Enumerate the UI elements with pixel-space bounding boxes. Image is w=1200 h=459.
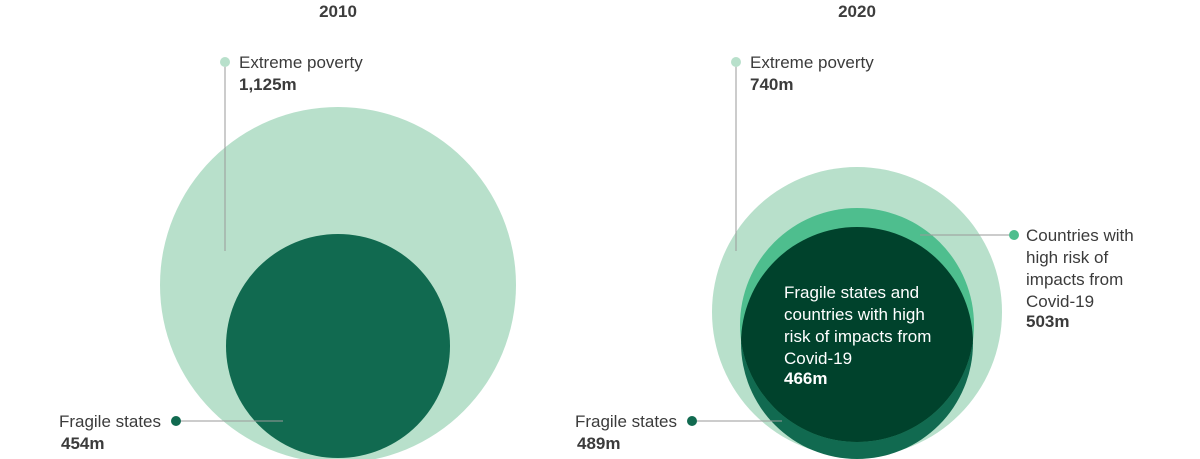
- covid-risk-value-2020: 503m: [1026, 312, 1069, 331]
- covid-risk-label-line-4: Covid-19: [1026, 292, 1094, 311]
- fragile-states-value-2010: 454m: [61, 434, 104, 453]
- overlap-label-line-3: risk of impacts from: [784, 327, 931, 346]
- overlap-circle-2020: [741, 227, 973, 442]
- fragile-states-label-2010: Fragile states: [59, 412, 161, 431]
- fragile-states-marker-2010: [171, 416, 181, 426]
- overlap-label-line-1: Fragile states and: [784, 283, 919, 302]
- covid-risk-label-line-2: high risk of: [1026, 248, 1108, 267]
- extreme-poverty-marker-2020: [731, 57, 741, 67]
- overlap-value-2020: 466m: [784, 369, 827, 388]
- panel-title-2020: 2020: [838, 2, 876, 21]
- overlap-label-line-2: countries with high: [784, 305, 925, 324]
- covid-risk-label-line-1: Countries with: [1026, 226, 1134, 245]
- extreme-poverty-label-2010: Extreme poverty: [239, 53, 363, 72]
- extreme-poverty-label-2020: Extreme poverty: [750, 53, 874, 72]
- panel-2010: 2010 Extreme poverty 1,125m Fragile stat…: [59, 2, 516, 459]
- overlap-label-line-4: Covid-19: [784, 349, 852, 368]
- panel-2020: 2020 Extreme poverty 740m Countries with…: [575, 2, 1134, 459]
- fragile-states-value-2020: 489m: [577, 434, 620, 453]
- extreme-poverty-value-2020: 740m: [750, 75, 793, 94]
- extreme-poverty-marker-2010: [220, 57, 230, 67]
- fragile-states-marker-2020: [687, 416, 697, 426]
- fragile-states-circle-2010: [226, 234, 450, 458]
- covid-risk-label-line-3: impacts from: [1026, 270, 1123, 289]
- fragile-states-label-2020: Fragile states: [575, 412, 677, 431]
- panel-title-2010: 2010: [319, 2, 357, 21]
- covid-risk-marker-2020: [1009, 230, 1019, 240]
- extreme-poverty-value-2010: 1,125m: [239, 75, 297, 94]
